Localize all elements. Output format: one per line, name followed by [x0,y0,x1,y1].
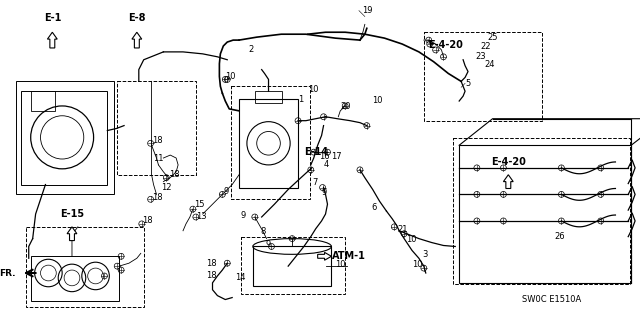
Text: 26: 26 [554,232,565,241]
Bar [459,145,631,283]
Text: 17: 17 [332,152,342,160]
Text: 7: 7 [313,178,318,187]
Text: 22: 22 [481,42,492,51]
Text: 23: 23 [475,52,486,61]
Bar [26,227,144,308]
Text: 6: 6 [372,203,377,212]
FancyArrow shape [132,32,141,48]
Text: 19: 19 [362,6,372,15]
Text: E-4-20: E-4-20 [491,157,525,167]
Text: 10: 10 [308,85,318,94]
Text: 18: 18 [152,193,163,202]
Text: 1: 1 [298,94,303,104]
Text: 14: 14 [235,273,246,282]
Text: 24: 24 [484,60,495,69]
Bar [453,138,630,284]
Bar [21,91,108,185]
Text: 16: 16 [319,152,329,160]
Text: E-15: E-15 [60,209,84,219]
Text: 9: 9 [321,188,327,197]
Text: 18: 18 [152,136,163,145]
Text: 20: 20 [340,102,351,111]
Bar [31,256,119,300]
Text: 18: 18 [141,216,152,226]
Text: 21: 21 [397,225,408,234]
Text: 2: 2 [249,45,254,55]
Text: ATM-1: ATM-1 [332,251,366,261]
Text: 10: 10 [335,260,346,269]
Text: FR.: FR. [0,269,16,278]
Text: 3: 3 [422,250,428,259]
Bar [239,99,298,188]
Text: 8: 8 [260,227,266,236]
FancyArrow shape [317,252,332,260]
Text: 10: 10 [406,235,417,244]
Text: 25: 25 [488,33,498,42]
Text: 9: 9 [266,240,271,249]
FancyArrow shape [504,175,513,189]
Text: 5: 5 [465,79,470,88]
Text: 9: 9 [223,187,228,196]
Text: 10: 10 [372,96,382,105]
Text: 15: 15 [194,200,204,209]
Text: 18: 18 [169,170,180,179]
Text: 10: 10 [412,260,422,269]
Bar [255,91,282,103]
Text: 4: 4 [324,160,329,169]
Text: E-8: E-8 [128,13,145,24]
Bar [253,247,332,286]
Bar [117,81,196,175]
FancyArrow shape [67,227,77,241]
Text: 11: 11 [154,153,164,162]
Text: E-4-20: E-4-20 [428,40,463,50]
Bar [16,81,114,194]
Bar [241,237,345,294]
Text: 12: 12 [161,183,172,192]
Text: SW0C E1510A: SW0C E1510A [522,295,581,304]
Text: 10: 10 [225,72,236,81]
Text: E-1: E-1 [44,13,61,24]
Bar [424,32,541,121]
Bar [231,86,310,199]
Text: 13: 13 [196,212,207,221]
Text: E-14: E-14 [304,147,328,157]
Text: 18: 18 [205,271,216,280]
Bar [31,91,55,111]
Text: 18: 18 [205,259,216,268]
FancyArrow shape [47,32,57,48]
Text: 9: 9 [240,211,245,219]
